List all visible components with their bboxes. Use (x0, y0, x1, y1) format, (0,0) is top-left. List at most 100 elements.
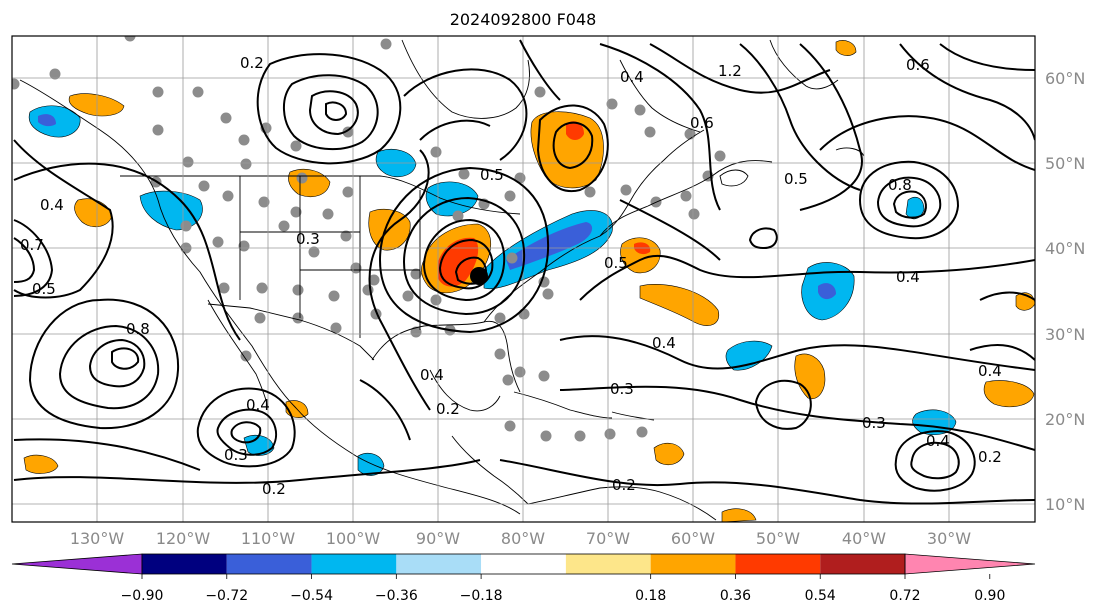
contour-label: 0.3 (296, 230, 320, 248)
contour-label: 0.5 (604, 254, 628, 272)
contour-label: 0.5 (32, 280, 56, 298)
lat-label: 10°N (1045, 495, 1085, 514)
labrador (619, 59, 701, 133)
latitude-labels: 60°N 50°N 40°N 30°N 20°N 10°N (1045, 69, 1085, 514)
colorbar-segment (311, 554, 397, 574)
longitude-labels: 130°W 120°W 110°W 100°W 90°W 80°W 70°W 6… (70, 529, 971, 548)
contour-label: 1.2 (718, 62, 742, 80)
colorbar-segment (142, 554, 227, 574)
lon-label: 80°W (501, 529, 545, 548)
colorbar-segment (820, 554, 905, 574)
colorbar-frame (141, 553, 906, 575)
lon-label: 130°W (70, 529, 125, 548)
contour-label: 0.5 (480, 166, 504, 184)
iceland (835, 147, 865, 157)
greenland (769, 39, 839, 90)
lat-label: 40°N (1045, 239, 1085, 258)
contour-label: 0.8 (888, 176, 912, 194)
shade-orange-pacific-nw (68, 93, 125, 117)
contour-label: 0.3 (224, 446, 248, 464)
gulf-coast (371, 320, 521, 393)
contour-label: 0.2 (262, 480, 286, 498)
lon-label: 50°W (756, 529, 800, 548)
lon-label: 30°W (927, 529, 971, 548)
contour-lines (13, 39, 1035, 505)
shade-orange-central-atl (794, 353, 826, 400)
storm-center-marker (470, 267, 488, 285)
lat-label: 60°N (1045, 69, 1085, 88)
colorbar-extend-low (11, 553, 143, 575)
colorbar-segment (226, 554, 312, 574)
lon-label: 90°W (416, 529, 460, 548)
contour-label: 0.4 (926, 432, 950, 450)
hispaniola (611, 411, 655, 421)
colorbar-tick-label: −0.36 (375, 588, 418, 604)
lon-label: 70°W (586, 529, 630, 548)
colorbar-tick-label: −0.54 (290, 588, 333, 604)
colorbar-tick-label: 0.36 (720, 588, 751, 604)
shade-orange-south-atl (721, 508, 757, 522)
shade-orange-far-east (983, 380, 1035, 407)
contour-label: 0.4 (896, 268, 920, 286)
east-coast (483, 129, 705, 323)
us-mexico-border (207, 303, 375, 361)
shade-orange-eastpac (23, 454, 59, 474)
shade-blue-westcoast (139, 190, 203, 231)
observation-dots (12, 36, 726, 442)
baja (207, 299, 269, 409)
state-lines (239, 176, 421, 338)
central-america (451, 435, 529, 505)
shade-orange-far-ne (835, 40, 857, 56)
colorbar-segment (650, 554, 736, 574)
contour-label: 0.5 (784, 170, 808, 188)
shade-orange-caribbean (653, 442, 685, 466)
lon-label: 100°W (326, 529, 381, 548)
colorbar-tick-label: −0.18 (460, 588, 503, 604)
contour-label: 0.4 (420, 366, 444, 384)
colorbar-tick-label: −0.90 (121, 588, 164, 604)
shade-navy-pacific-nw (38, 114, 56, 127)
colorbar-tick-label: 0.54 (805, 588, 836, 604)
contour-label: 0.4 (652, 334, 676, 352)
newfoundland (719, 169, 749, 187)
contour-label: 0.6 (906, 56, 930, 74)
colorbar: −0.90 −0.72 −0.54 −0.36 −0.18 0.18 0.36 0.54 0.7… (11, 553, 1036, 604)
contour-label: 0.2 (612, 476, 636, 494)
shade-red-north (566, 121, 584, 140)
colorbar-segment (396, 554, 482, 574)
colorbar-tick-label: −0.72 (205, 588, 248, 604)
lon-label: 120°W (156, 529, 211, 548)
contour-label: 0.4 (40, 196, 64, 214)
contour-label: 0.2 (240, 54, 264, 72)
south-america (527, 486, 717, 521)
colorbar-tick-label: 0.72 (889, 588, 920, 604)
west-coast (19, 79, 521, 515)
contour-label: 0.2 (436, 400, 460, 418)
map-panel: 0.2 0.4 0.8 0.7 0.5 0.4 0.3 0.2 0.4 0.3 … (11, 35, 1036, 523)
colorbar-tick-label: 0.90 (974, 588, 1005, 604)
lat-label: 20°N (1045, 410, 1085, 429)
coastlines-and-borders (19, 39, 865, 521)
lat-label: 30°N (1045, 325, 1085, 344)
colorbar-extend-high (904, 553, 1036, 575)
contour-labels: 0.2 0.4 0.8 0.7 0.5 0.4 0.3 0.2 0.4 0.3 … (20, 54, 1002, 498)
contour-label: 0.7 (20, 236, 44, 254)
yucatan (429, 369, 501, 412)
contour-label: 0.4 (620, 68, 644, 86)
colorbar-tick-label: 0.18 (635, 588, 666, 604)
colorbar-segment (735, 554, 821, 574)
contour-label: 0.3 (862, 414, 886, 432)
contour-label: 0.3 (610, 380, 634, 398)
lat-label: 50°N (1045, 154, 1085, 173)
colorbar-segment (565, 554, 651, 574)
shade-orange-atlantic-band (639, 283, 720, 326)
map-frame (11, 35, 1036, 523)
us-canada-border (120, 175, 521, 215)
contour-label: 0.4 (978, 362, 1002, 380)
shade-navy-midatlantic (818, 283, 836, 300)
lon-label: 110°W (241, 529, 296, 548)
shade-blue-central-atl (725, 340, 773, 371)
cuba (513, 391, 613, 419)
lon-label: 60°W (671, 529, 715, 548)
colorbar-segment (481, 554, 566, 574)
